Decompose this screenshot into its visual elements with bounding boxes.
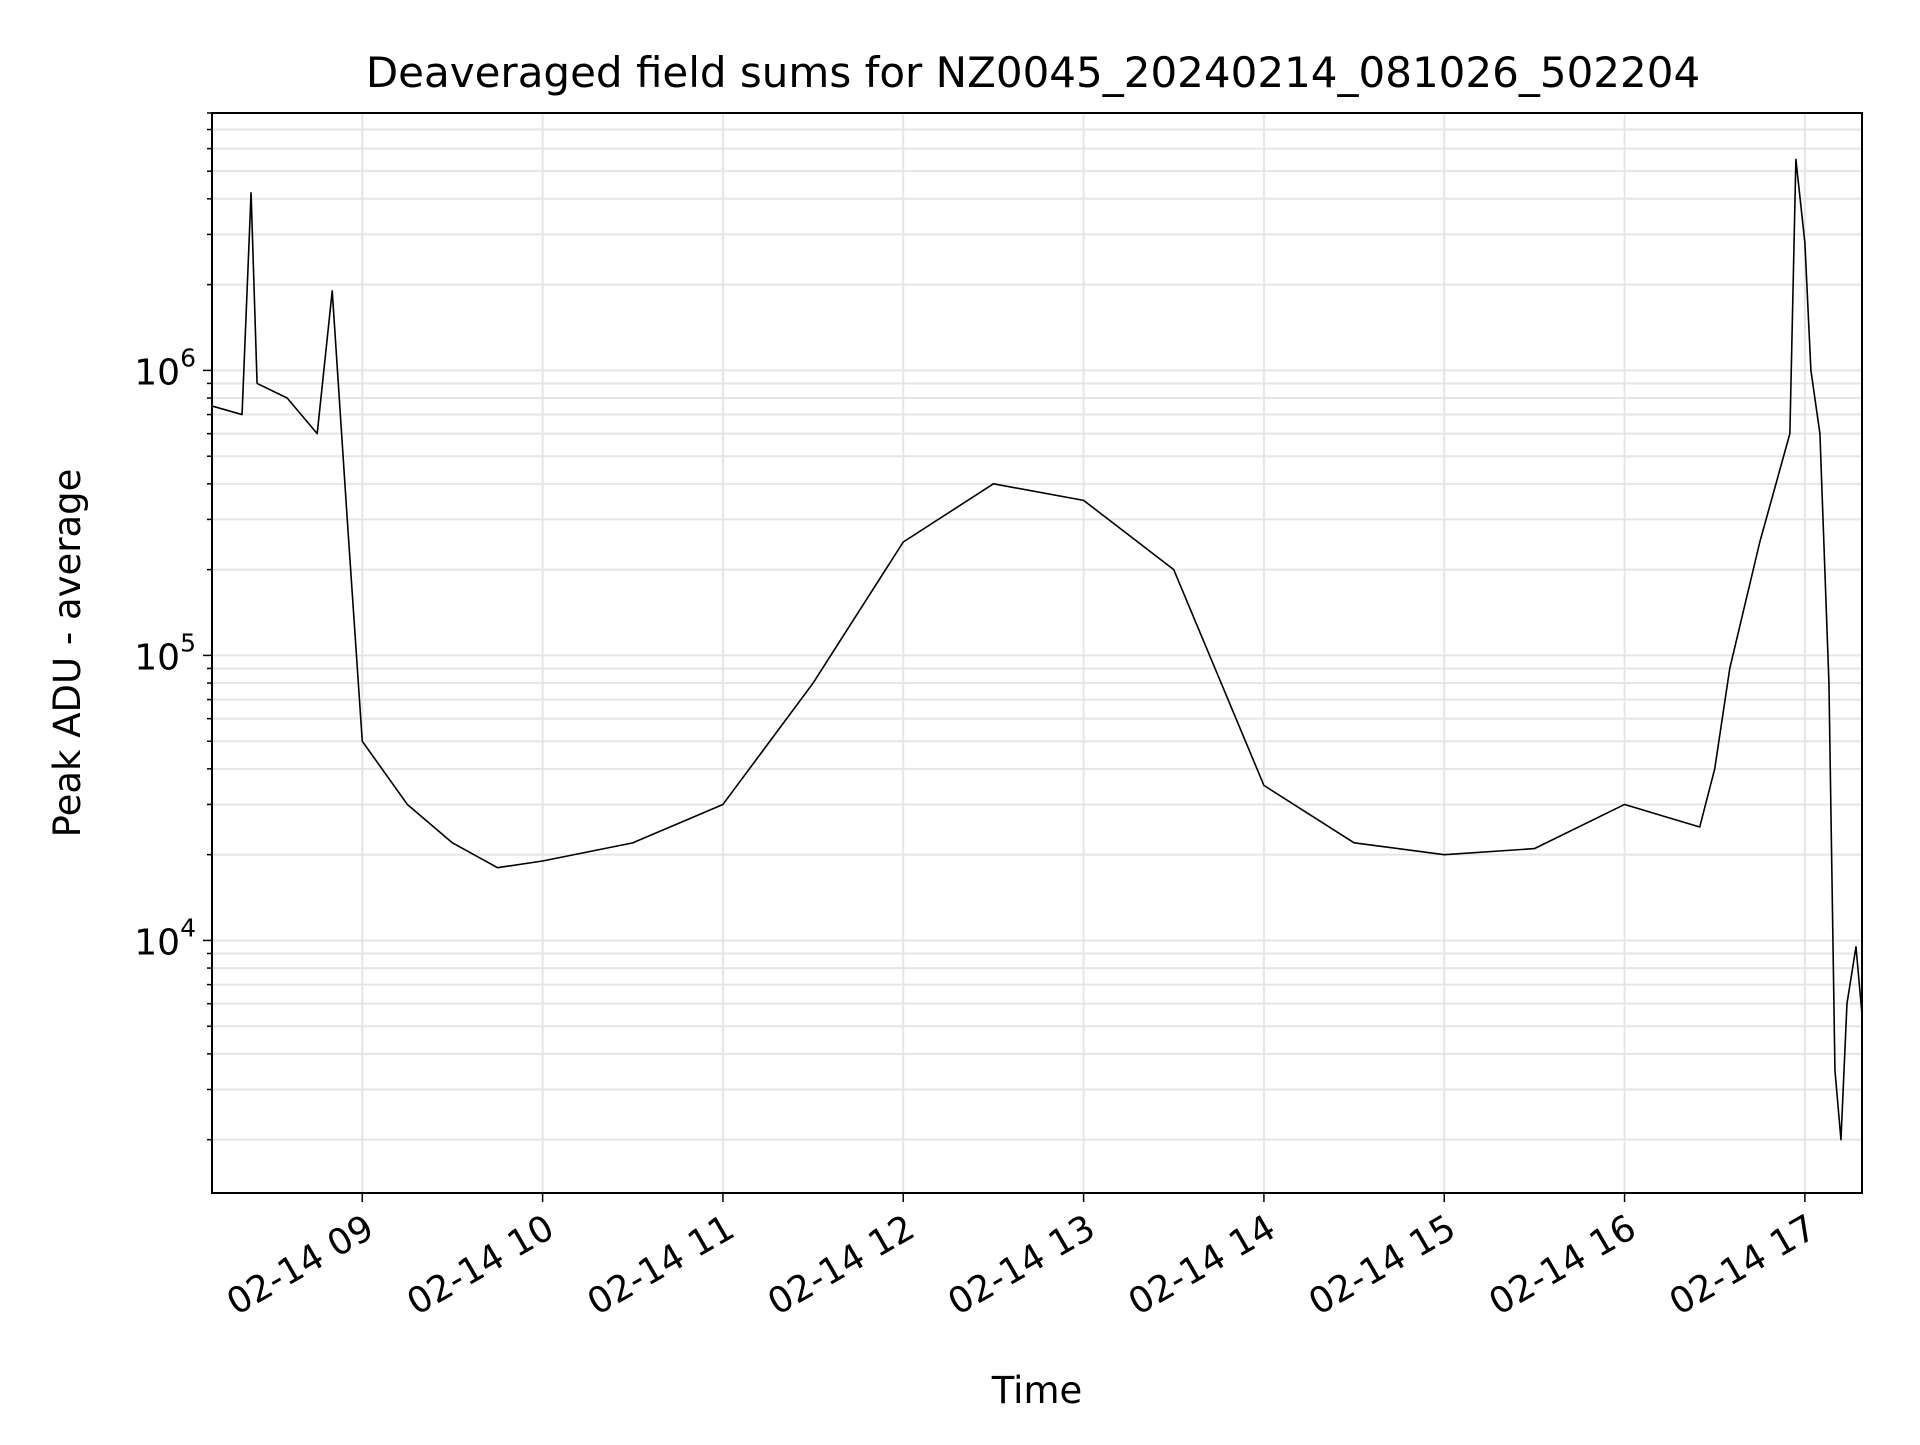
y-tick-label: 104 xyxy=(134,913,196,963)
y-tick-label: 105 xyxy=(134,628,196,678)
y-tick-label-base: 10 xyxy=(134,637,180,678)
data-series xyxy=(212,158,1862,1141)
chart-title: Deaveraged field sums for NZ0045_2024021… xyxy=(366,48,1700,97)
series-line xyxy=(212,158,1862,1141)
x-axis-label: Time xyxy=(991,1369,1083,1412)
y-tick-label-exponent: 4 xyxy=(180,913,196,942)
plot-area-frame xyxy=(211,112,1863,1194)
y-tick-label: 106 xyxy=(134,343,196,393)
y-tick-label-exponent: 5 xyxy=(180,628,196,657)
y-tick-label-exponent: 6 xyxy=(180,343,196,372)
grid-lines xyxy=(212,112,1862,1193)
y-axis-label: Peak ADU - average xyxy=(46,469,89,838)
y-tick-label-base: 10 xyxy=(134,922,180,963)
y-tick-label-base: 10 xyxy=(134,352,180,393)
